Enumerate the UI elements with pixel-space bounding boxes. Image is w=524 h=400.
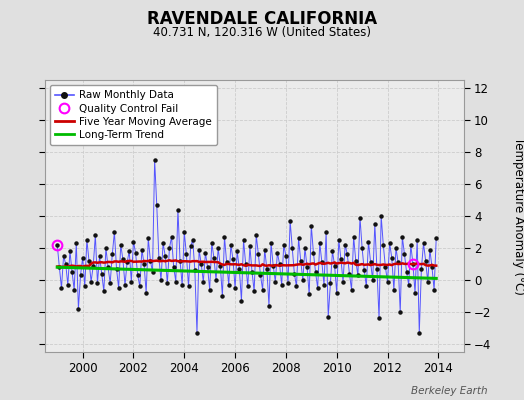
Y-axis label: Temperature Anomaly (°C): Temperature Anomaly (°C) [512,137,524,295]
Text: Berkeley Earth: Berkeley Earth [411,386,487,396]
Text: RAVENDALE CALIFORNIA: RAVENDALE CALIFORNIA [147,10,377,28]
Text: 40.731 N, 120.316 W (United States): 40.731 N, 120.316 W (United States) [153,26,371,39]
Legend: Raw Monthly Data, Quality Control Fail, Five Year Moving Average, Long-Term Tren: Raw Monthly Data, Quality Control Fail, … [50,85,217,145]
